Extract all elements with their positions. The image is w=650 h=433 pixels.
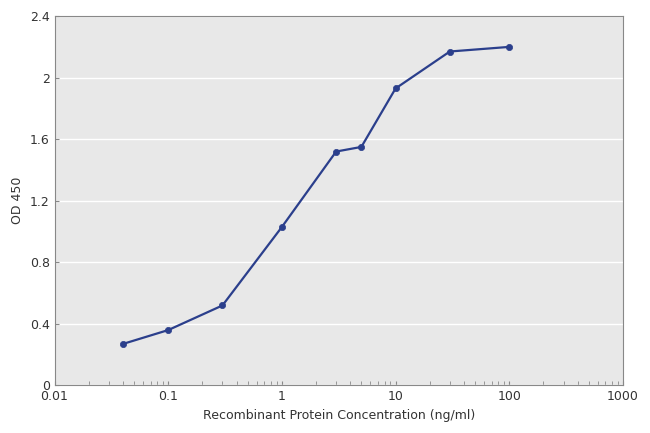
Y-axis label: OD 450: OD 450 [11, 177, 24, 224]
X-axis label: Recombinant Protein Concentration (ng/ml): Recombinant Protein Concentration (ng/ml… [203, 409, 475, 422]
